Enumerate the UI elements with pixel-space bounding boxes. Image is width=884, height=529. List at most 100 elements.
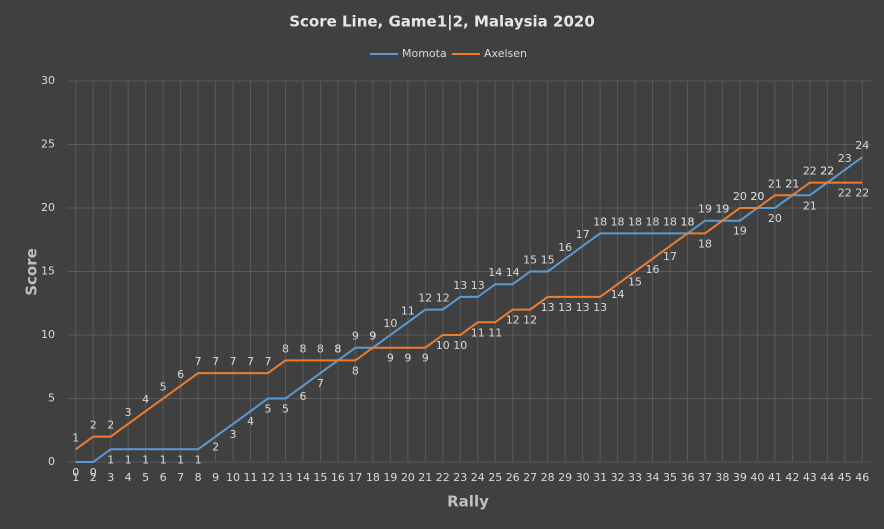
x-tick-label: 4 <box>125 471 132 484</box>
y-tick-label: 0 <box>48 455 55 468</box>
data-label: 18 <box>698 237 712 250</box>
x-tick-label: 37 <box>698 471 712 484</box>
data-label: 22 <box>820 165 834 178</box>
data-label: 7 <box>212 355 219 368</box>
data-label: 10 <box>453 339 467 352</box>
data-label: 11 <box>401 304 415 317</box>
data-label: 23 <box>838 152 852 165</box>
legend-label: Momota <box>402 47 447 60</box>
series-line <box>75 181 863 451</box>
data-label: 1 <box>107 453 114 466</box>
data-label: 17 <box>663 250 677 263</box>
data-label: 1 <box>125 453 132 466</box>
data-label: 18 <box>628 215 642 228</box>
data-label: 1 <box>72 431 79 444</box>
data-label: 20 <box>750 190 764 203</box>
data-label: 22 <box>820 165 834 178</box>
data-label: 19 <box>715 203 729 216</box>
y-axis-label: Score <box>23 248 41 296</box>
x-tick-label: 5 <box>142 471 149 484</box>
data-label: 20 <box>733 190 747 203</box>
x-tick-label: 29 <box>558 471 572 484</box>
data-label: 8 <box>334 342 341 355</box>
x-tick-label: 11 <box>244 471 258 484</box>
y-tick-label: 10 <box>41 328 55 341</box>
data-label: 9 <box>422 352 429 365</box>
x-tick-label: 26 <box>506 471 520 484</box>
x-tick-label: 16 <box>331 471 345 484</box>
data-label: 19 <box>715 203 729 216</box>
data-label: 12 <box>506 314 520 327</box>
x-tick-label: 15 <box>313 471 327 484</box>
x-tick-label: 21 <box>418 471 432 484</box>
data-label: 3 <box>125 406 132 419</box>
x-tick-label: 18 <box>366 471 380 484</box>
x-tick-label: 17 <box>348 471 362 484</box>
data-label: 2 <box>90 419 97 432</box>
data-label: 10 <box>383 317 397 330</box>
data-label: 8 <box>334 342 341 355</box>
y-tick-label: 30 <box>41 74 55 87</box>
x-tick-label: 20 <box>401 471 415 484</box>
data-label: 5 <box>282 403 289 416</box>
data-label: 14 <box>488 266 502 279</box>
data-label: 13 <box>471 279 485 292</box>
x-tick-label: 28 <box>541 471 555 484</box>
data-label: 6 <box>177 368 184 381</box>
x-tick-label: 3 <box>107 471 114 484</box>
x-tick-label: 1 <box>72 471 79 484</box>
x-tick-label: 40 <box>750 471 764 484</box>
data-label: 8 <box>282 342 289 355</box>
data-label: 5 <box>265 403 272 416</box>
y-tick-label: 15 <box>41 265 55 278</box>
data-label: 18 <box>646 215 660 228</box>
x-tick-label: 9 <box>212 471 219 484</box>
x-tick-label: 44 <box>820 471 834 484</box>
data-label: 1 <box>195 453 202 466</box>
chart-title: Score Line, Game1|2, Malaysia 2020 <box>289 13 595 32</box>
data-label: 13 <box>453 279 467 292</box>
data-label: 0 <box>90 466 97 479</box>
data-label: 8 <box>299 342 306 355</box>
data-label: 14 <box>506 266 520 279</box>
data-label: 11 <box>471 326 485 339</box>
x-tick-label: 6 <box>160 471 167 484</box>
data-label: 4 <box>142 393 149 406</box>
data-label: 18 <box>680 215 694 228</box>
x-tick-label: 19 <box>383 471 397 484</box>
x-tick-label: 22 <box>436 471 450 484</box>
x-tick-label: 31 <box>593 471 607 484</box>
data-label: 9 <box>404 352 411 365</box>
x-tick-label: 12 <box>261 471 275 484</box>
data-label: 13 <box>541 301 555 314</box>
data-label: 19 <box>733 225 747 238</box>
data-label: 22 <box>803 165 817 178</box>
x-axis-label: Rally <box>447 493 489 511</box>
data-label: 7 <box>265 355 272 368</box>
data-label: 13 <box>576 301 590 314</box>
x-tick-label: 45 <box>838 471 852 484</box>
data-label: 15 <box>628 276 642 289</box>
data-label: 1 <box>160 453 167 466</box>
data-label: 4 <box>247 415 254 428</box>
data-label: 22 <box>838 187 852 200</box>
data-label: 12 <box>418 292 432 305</box>
data-label: 20 <box>750 190 764 203</box>
data-label: 21 <box>768 177 782 190</box>
data-label: 12 <box>523 314 537 327</box>
x-tick-label: 14 <box>296 471 310 484</box>
x-tick-label: 24 <box>471 471 485 484</box>
data-label: 3 <box>230 428 237 441</box>
data-label: 5 <box>160 381 167 394</box>
data-label: 18 <box>593 215 607 228</box>
data-label: 14 <box>611 288 625 301</box>
x-tick-label: 2 <box>90 471 97 484</box>
x-tick-label: 27 <box>523 471 537 484</box>
x-tick-label: 36 <box>680 471 694 484</box>
data-label: 7 <box>317 377 324 390</box>
x-tick-label: 34 <box>646 471 660 484</box>
data-label: 7 <box>247 355 254 368</box>
x-tick-label: 10 <box>226 471 240 484</box>
data-label: 8 <box>317 342 324 355</box>
